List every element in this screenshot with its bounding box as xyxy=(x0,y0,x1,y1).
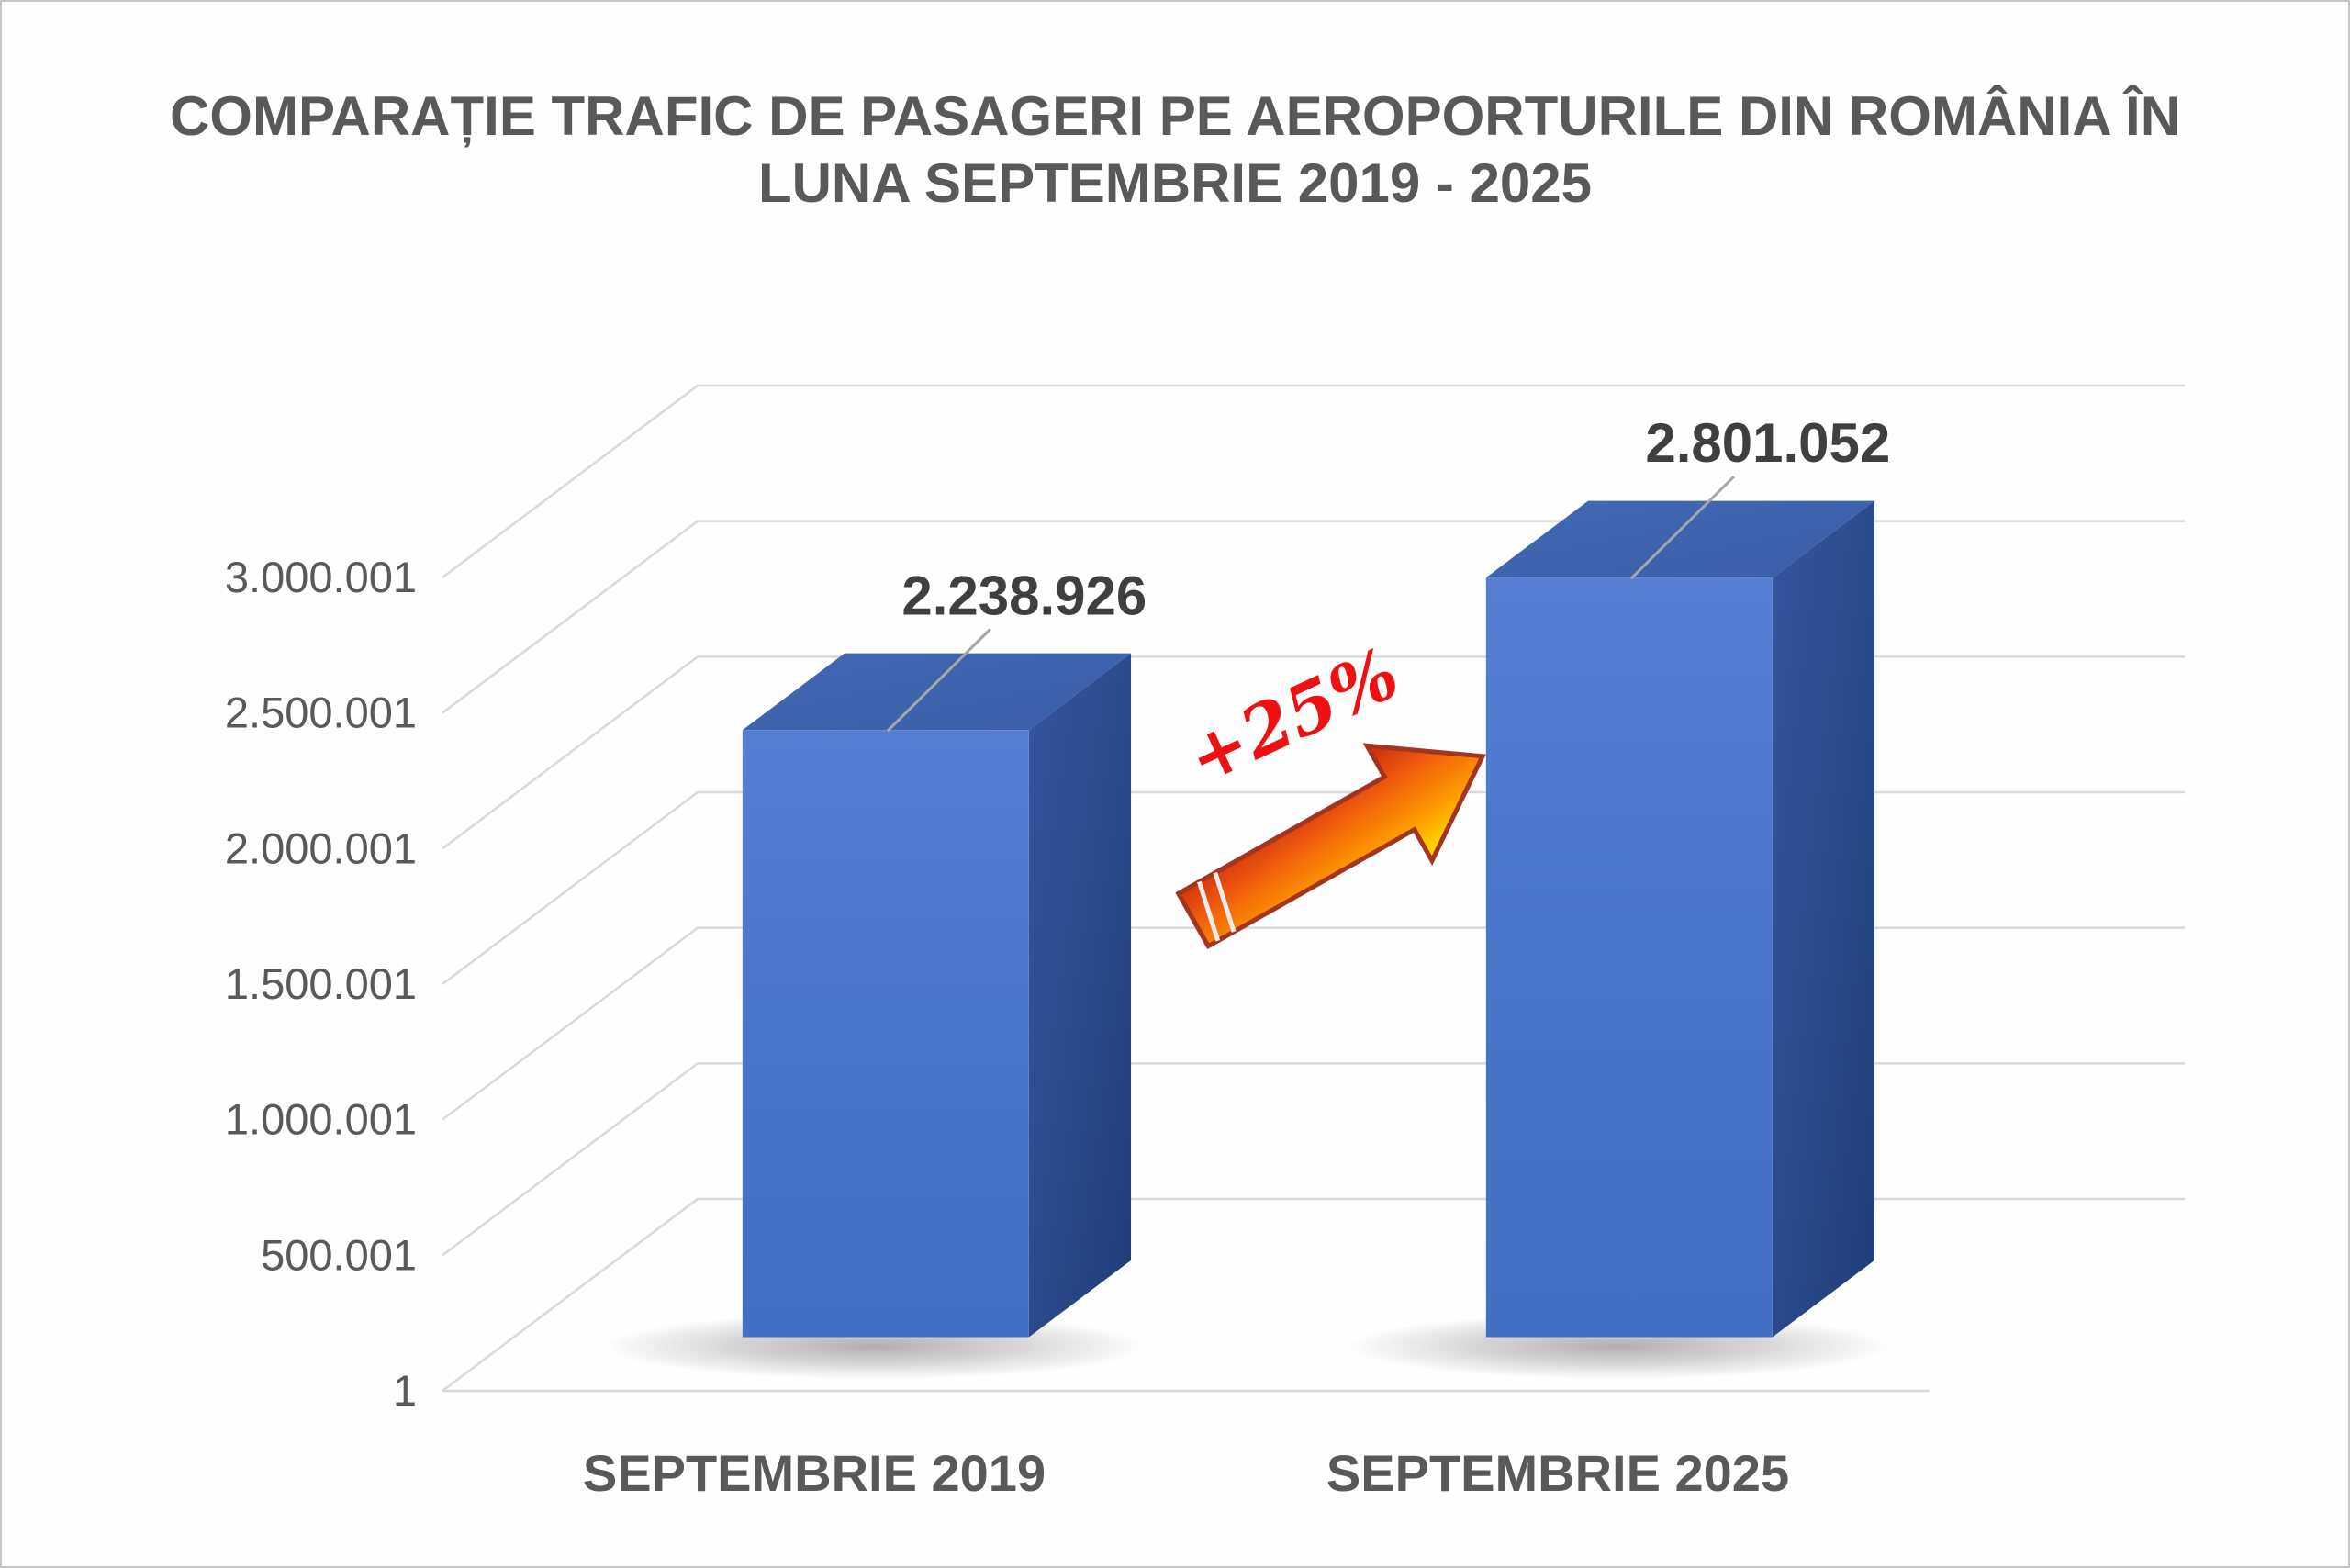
y-axis: 1 500.001 1.000.001 1.500.001 2.000.001 … xyxy=(225,553,417,1415)
arrow-shape xyxy=(1175,743,1486,950)
chart-title-line-1: COMPARAȚIE TRAFIC DE PASAGERI PE AEROPOR… xyxy=(169,85,2181,147)
y-tick-label: 500.001 xyxy=(261,1230,417,1279)
x-label-septembrie-2019: SEPTEMBRIE 2019 xyxy=(583,1444,1046,1502)
bar-septembrie-2019: 2.238.926 xyxy=(603,565,1147,1380)
bar-front-face xyxy=(1485,577,1773,1338)
y-tick-label: 2.000.001 xyxy=(225,823,417,872)
data-label-leader-line xyxy=(1629,476,1735,580)
y-tick-label: 1.500.001 xyxy=(225,959,417,1008)
y-tick-label: 2.500.001 xyxy=(225,689,417,737)
increase-arrow: +25% xyxy=(1175,633,1486,950)
arrow-tail-stripe xyxy=(1213,871,1237,933)
bar-top-face xyxy=(742,653,1132,731)
arrow-tail-stripe xyxy=(1196,880,1221,942)
bar-septembrie-2025: 2.801.052 xyxy=(1347,412,1890,1380)
bar-front-face xyxy=(742,730,1029,1338)
data-label-leader-line xyxy=(886,628,991,733)
x-axis: SEPTEMBRIE 2019 SEPTEMBRIE 2025 xyxy=(583,1444,1789,1502)
bar-side-face xyxy=(1028,653,1132,1338)
x-label-septembrie-2025: SEPTEMBRIE 2025 xyxy=(1326,1444,1789,1502)
bar-top-face xyxy=(1485,500,1875,578)
data-label-2019: 2.238.926 xyxy=(901,565,1147,626)
chart-title-line-2: LUNA SEPTEMBRIE 2019 - 2025 xyxy=(757,152,1593,215)
y-tick-label: 1 xyxy=(393,1366,417,1415)
y-tick-label: 3.000.001 xyxy=(225,553,417,601)
chart-title: COMPARAȚIE TRAFIC DE PASAGERI PE AEROPOR… xyxy=(2,83,2348,217)
y-tick-label: 1.000.001 xyxy=(225,1095,417,1144)
bar-side-face xyxy=(1772,500,1875,1338)
data-label-2025: 2.801.052 xyxy=(1645,412,1890,474)
